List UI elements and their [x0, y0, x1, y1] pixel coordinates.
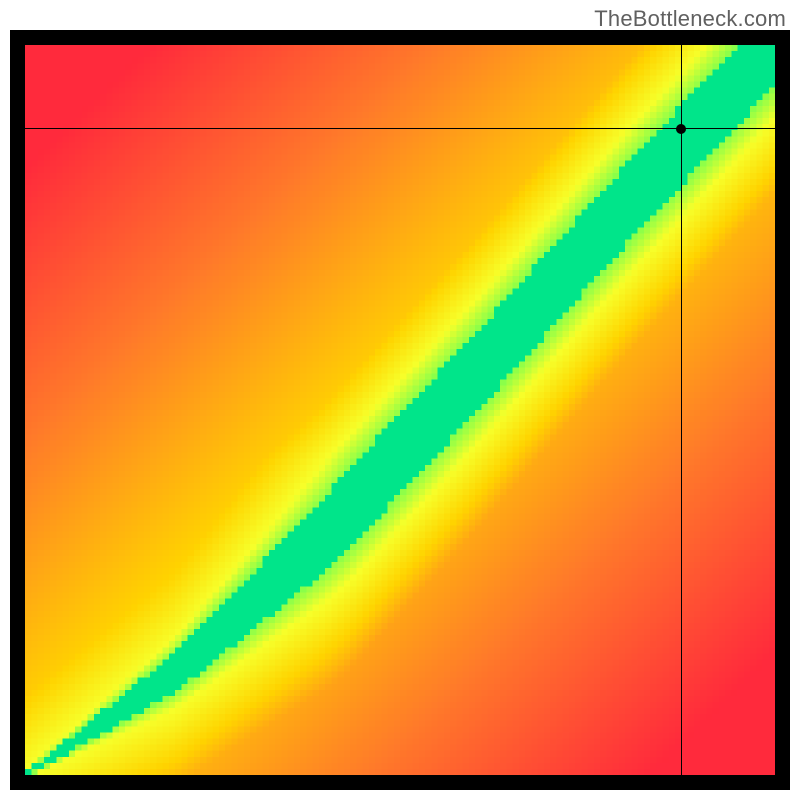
chart-frame — [10, 30, 790, 790]
bottleneck-heatmap — [25, 45, 775, 775]
watermark-text: TheBottleneck.com — [594, 6, 786, 32]
